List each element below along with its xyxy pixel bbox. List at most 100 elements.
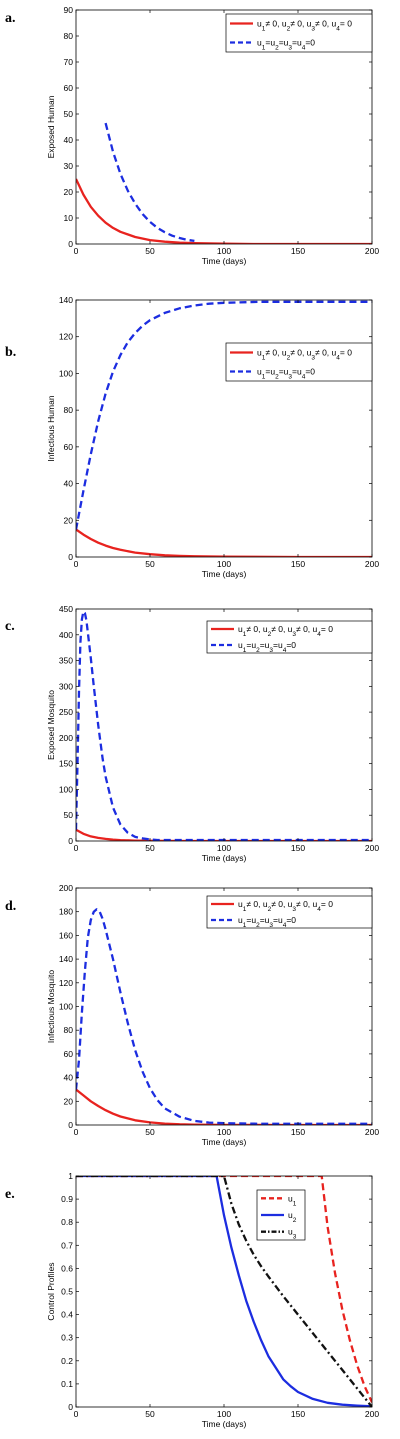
x-tick-label: 100 xyxy=(217,559,231,569)
panel-label: d. xyxy=(5,899,16,914)
y-tick-label: 0.1 xyxy=(61,1379,73,1389)
chart-panel-5: e. 0 50 100 150 200 0 0.1 0.2 0.3 0.4 0.5 0.6 0.7 0.8 0… xyxy=(5,1171,379,1429)
y-tick-label: 180 xyxy=(59,907,73,917)
y-tick-label: 60 xyxy=(64,442,74,452)
y-tick-label: 200 xyxy=(59,883,73,893)
x-axis-label: Time (days) xyxy=(202,853,247,863)
x-tick-label: 150 xyxy=(291,246,305,256)
legend-entry-1: u1≠ 0, u2≠ 0, u3≠ 0, u4= 0 xyxy=(257,19,352,33)
y-tick-label: 140 xyxy=(59,295,73,305)
legend-entry-2: u1=u2=u3=u4=0 xyxy=(238,915,296,929)
legend-box xyxy=(206,895,373,929)
x-tick-label: 200 xyxy=(365,843,379,853)
x-axis-label: Time (days) xyxy=(202,256,247,266)
y-tick-label: 90 xyxy=(64,5,74,15)
y-tick-label: 50 xyxy=(64,810,74,820)
x-tick-label: 200 xyxy=(365,1127,379,1137)
panel-label: a. xyxy=(5,11,16,26)
y-tick-label: 0.6 xyxy=(61,1263,73,1273)
y-tick-label: 100 xyxy=(59,368,73,378)
y-tick-label: 140 xyxy=(59,954,73,964)
y-tick-label: 80 xyxy=(64,1025,74,1035)
chart-panel-4: d. 0 50 100 150 200 0 20 40 60 80 100 120 140 160 180 20… xyxy=(5,883,379,1147)
x-tick-label: 50 xyxy=(145,246,155,256)
x-tick-label: 0 xyxy=(74,843,79,853)
y-tick-label: 40 xyxy=(64,1073,74,1083)
y-axis-label: Exposed Human xyxy=(46,95,56,158)
y-tick-label: 0 xyxy=(68,1120,73,1130)
legend-entry-2: u1=u2=u3=u4=0 xyxy=(238,640,296,654)
x-tick-label: 100 xyxy=(217,246,231,256)
y-tick-label: 40 xyxy=(64,479,74,489)
y-tick-label: 10 xyxy=(64,213,74,223)
series-line-1 xyxy=(76,1088,372,1125)
y-tick-label: 0.3 xyxy=(61,1333,73,1343)
y-tick-label: 100 xyxy=(59,1002,73,1012)
series-line-2 xyxy=(76,1176,372,1407)
y-tick-label: 20 xyxy=(64,187,74,197)
y-tick-label: 0.4 xyxy=(61,1310,73,1320)
x-tick-label: 150 xyxy=(291,843,305,853)
y-tick-label: 0.8 xyxy=(61,1217,73,1227)
y-tick-label: 0 xyxy=(68,239,73,249)
legend-entry-1: u1≠ 0, u2≠ 0, u3≠ 0, u4= 0 xyxy=(238,899,333,913)
legend-box xyxy=(225,13,373,53)
x-tick-label: 50 xyxy=(145,843,155,853)
x-tick-label: 0 xyxy=(74,1127,79,1137)
x-tick-label: 150 xyxy=(291,559,305,569)
y-tick-label: 0 xyxy=(68,552,73,562)
y-axis-label: Control Profiles xyxy=(46,1262,56,1320)
y-tick-label: 70 xyxy=(64,57,74,67)
y-tick-label: 60 xyxy=(64,83,74,93)
y-tick-label: 0 xyxy=(68,1402,73,1412)
series-line-1 xyxy=(76,1176,372,1403)
y-tick-label: 80 xyxy=(64,405,74,415)
chart-panel-3: c. 0 50 100 150 200 0 50 100 150 200 250 300 350 400 45… xyxy=(5,604,379,863)
y-axis-label: Infectious Mosquito xyxy=(46,970,56,1044)
x-tick-label: 100 xyxy=(217,1127,231,1137)
legend: u1≠ 0, u2≠ 0, u3≠ 0, u4= 0 u1=u2=u3=u4=0 xyxy=(225,13,373,53)
x-tick-label: 200 xyxy=(365,1409,379,1419)
x-tick-label: 0 xyxy=(74,246,79,256)
legend: u1 u2 u3 xyxy=(256,1189,306,1241)
panel-label: c. xyxy=(5,619,15,634)
series-line-2 xyxy=(76,300,372,530)
series-line-1 xyxy=(76,828,372,841)
series-line-1 xyxy=(76,178,372,244)
legend-entry-2: u2 xyxy=(288,1210,297,1224)
y-tick-label: 30 xyxy=(64,161,74,171)
legend: u1≠ 0, u2≠ 0, u3≠ 0, u4= 0 u1=u2=u3=u4=0 xyxy=(225,342,373,382)
x-axis-label: Time (days) xyxy=(202,1137,247,1147)
y-axis-label: Infectious Human xyxy=(46,395,56,461)
legend-box xyxy=(225,342,373,382)
y-tick-label: 0.5 xyxy=(61,1287,73,1297)
y-tick-label: 80 xyxy=(64,31,74,41)
x-tick-label: 50 xyxy=(145,1127,155,1137)
legend-entry-1: u1≠ 0, u2≠ 0, u3≠ 0, u4= 0 xyxy=(238,624,333,638)
x-tick-label: 0 xyxy=(74,559,79,569)
chart-panel-2: b. 0 50 100 150 200 0 20 40 60 80 100 120 140 Time (da… xyxy=(5,295,379,579)
x-tick-label: 150 xyxy=(291,1409,305,1419)
y-tick-label: 400 xyxy=(59,630,73,640)
series-line-2 xyxy=(76,610,372,841)
y-tick-label: 120 xyxy=(59,332,73,342)
y-tick-label: 0.9 xyxy=(61,1194,73,1204)
y-tick-label: 40 xyxy=(64,135,74,145)
legend-entry-1: u1≠ 0, u2≠ 0, u3≠ 0, u4= 0 xyxy=(257,348,352,362)
legend: u1≠ 0, u2≠ 0, u3≠ 0, u4= 0 u1=u2=u3=u4=0 xyxy=(206,620,373,654)
y-tick-label: 0.7 xyxy=(61,1240,73,1250)
y-tick-label: 120 xyxy=(59,978,73,988)
chart-panel-1: a. 0 50 100 150 200 0 10 20 30 40 50 60 70 80 90 Time (d… xyxy=(5,5,379,266)
y-tick-label: 0 xyxy=(68,836,73,846)
panel-label: e. xyxy=(5,1187,15,1202)
x-tick-label: 50 xyxy=(145,1409,155,1419)
x-tick-label: 0 xyxy=(74,1409,79,1419)
x-axis-label: Time (days) xyxy=(202,1419,247,1429)
y-axis-label: Exposed Mosquito xyxy=(46,690,56,760)
y-tick-label: 160 xyxy=(59,930,73,940)
y-tick-label: 250 xyxy=(59,707,73,717)
y-tick-label: 50 xyxy=(64,109,74,119)
legend: u1≠ 0, u2≠ 0, u3≠ 0, u4= 0 u1=u2=u3=u4=0 xyxy=(206,895,373,929)
legend-box xyxy=(206,620,373,654)
